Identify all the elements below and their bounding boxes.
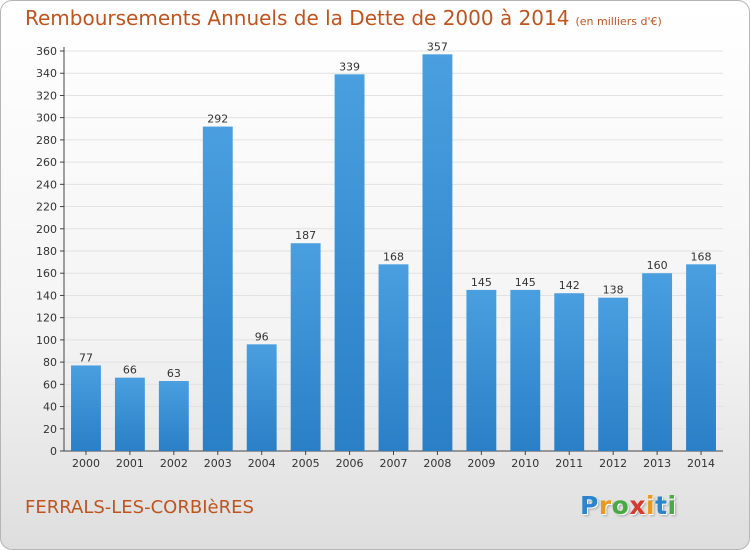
bar-2002: [158, 381, 189, 451]
y-tick-label: 360: [36, 45, 57, 58]
chart-subtitle: (en milliers d'€): [575, 15, 662, 28]
data-label-2003: 292: [207, 113, 228, 126]
data-label-2009: 145: [471, 276, 492, 289]
y-tick-label: 0: [50, 445, 57, 458]
x-tick-label-2010: 2010: [511, 457, 539, 470]
x-tick-label-2014: 2014: [687, 457, 715, 470]
x-tick-label-2011: 2011: [555, 457, 583, 470]
y-tick-label: 340: [36, 67, 57, 80]
x-tick-label-2013: 2013: [643, 457, 671, 470]
data-label-2004: 96: [255, 330, 269, 343]
x-tick-label-2000: 2000: [72, 457, 100, 470]
y-tick-label: 40: [43, 401, 57, 414]
y-tick-label: 300: [36, 112, 57, 125]
data-label-2002: 63: [167, 367, 181, 380]
data-label-2014: 168: [691, 250, 712, 263]
x-tick-label-2007: 2007: [380, 457, 408, 470]
data-label-2010: 145: [515, 276, 536, 289]
bar-2004: [246, 344, 277, 451]
y-tick-label: 120: [36, 312, 57, 325]
y-tick-label: 20: [43, 423, 57, 436]
bar-2013: [642, 273, 673, 451]
data-label-2011: 142: [559, 279, 580, 292]
y-tick-label: 180: [36, 245, 57, 258]
x-tick-label-2004: 2004: [248, 457, 276, 470]
bar-2001: [114, 377, 145, 451]
logo-letter: t: [655, 491, 668, 520]
logo-letter: x: [629, 491, 646, 520]
y-tick-label: 320: [36, 89, 57, 102]
data-label-2007: 168: [383, 250, 404, 263]
logo-letter: r: [598, 491, 612, 520]
logo-letter: i: [646, 491, 656, 520]
bar-2009: [466, 289, 497, 451]
data-label-2000: 77: [79, 351, 93, 364]
data-label-2013: 160: [647, 259, 668, 272]
x-tick-label-2012: 2012: [599, 457, 627, 470]
bar-2003: [202, 126, 233, 452]
data-label-2008: 357: [427, 40, 448, 53]
y-tick-label: 160: [36, 267, 57, 280]
chart-title: Remboursements Annuels de la Dette de 20…: [25, 6, 662, 30]
bar-2007: [378, 264, 409, 451]
chart-title-text: Remboursements Annuels de la Dette de 20…: [25, 6, 570, 30]
data-label-2006: 339: [339, 60, 360, 73]
bar-2006: [334, 74, 365, 451]
y-tick-label: 220: [36, 201, 57, 214]
commune-name: FERRALS-LES-CORBIèRES: [25, 497, 254, 518]
bar-2014: [686, 264, 716, 451]
y-tick-label: 260: [36, 156, 57, 169]
x-tick-label-2005: 2005: [292, 457, 320, 470]
data-label-2001: 66: [123, 364, 137, 377]
y-tick-label: 280: [36, 134, 57, 147]
data-label-2005: 187: [295, 229, 316, 242]
y-tick-label: 240: [36, 178, 57, 191]
bar-2008: [422, 54, 453, 451]
bar-chart: 0 20 40 60 80 100 120 140 160 180 200 220 240 260 280 3…: [36, 40, 723, 470]
x-tick-label-2002: 2002: [160, 457, 188, 470]
data-label-2012: 138: [603, 284, 624, 297]
logo-letter: i: [667, 491, 677, 520]
bar-2005: [290, 243, 321, 451]
y-tick-label: 80: [43, 356, 57, 369]
proxiti-logo: Proxiti: [580, 491, 677, 520]
bar-2000: [71, 365, 101, 451]
bar-2012: [598, 297, 629, 451]
y-tick-label: 60: [43, 378, 57, 391]
x-tick-label-2006: 2006: [336, 457, 364, 470]
bar-2011: [554, 293, 585, 451]
x-tick-label-2003: 2003: [204, 457, 232, 470]
bar-2010: [510, 289, 541, 451]
logo-letter: o: [611, 491, 630, 520]
y-tick-label: 100: [36, 334, 57, 347]
y-tick-label: 200: [36, 223, 57, 236]
y-tick-label: 140: [36, 289, 57, 302]
x-tick-label-2009: 2009: [467, 457, 495, 470]
logo-letter: P: [580, 491, 599, 520]
x-tick-label-2001: 2001: [116, 457, 144, 470]
x-tick-label-2008: 2008: [423, 457, 451, 470]
